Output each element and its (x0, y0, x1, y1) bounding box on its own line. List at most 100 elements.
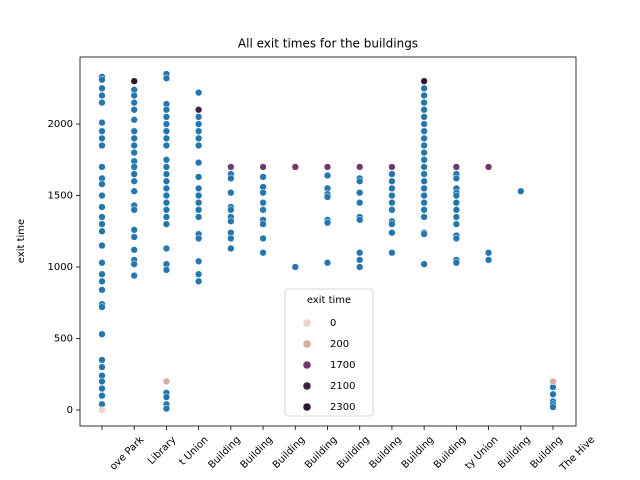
x-tick-label: Building (335, 434, 371, 470)
data-point (420, 148, 428, 157)
data-point (130, 98, 138, 107)
legend-label: 2300 (330, 402, 355, 413)
x-tick-label: Building (400, 434, 436, 470)
data-point (98, 84, 106, 92)
data-point (291, 163, 299, 171)
data-point (98, 163, 106, 171)
data-point (130, 233, 138, 241)
data-point (98, 277, 106, 285)
data-point (388, 220, 396, 228)
data-point (162, 404, 171, 413)
data-point (388, 170, 396, 178)
data-point (259, 206, 267, 214)
x-tick-label: Building (239, 434, 275, 470)
data-point (98, 213, 106, 221)
data-point (259, 234, 267, 243)
data-point (130, 271, 138, 280)
data-point (194, 199, 203, 207)
data-point (420, 127, 428, 135)
data-point (162, 244, 171, 253)
data-point (388, 199, 396, 207)
data-point (549, 377, 557, 386)
data-point (420, 156, 428, 164)
data-point (549, 390, 557, 398)
legend-marker (302, 318, 312, 328)
data-point (227, 206, 235, 214)
data-point (98, 227, 106, 235)
data-point (194, 270, 203, 278)
y-tick-label: 1000 (48, 262, 73, 273)
data-point (194, 127, 203, 135)
data-point (162, 106, 171, 114)
data-point (194, 159, 203, 167)
data-point (452, 259, 461, 267)
data-point (227, 244, 235, 253)
x-tick-label: Building (432, 434, 468, 470)
plot-frame (79, 56, 577, 427)
legend-label: 0 (330, 318, 336, 329)
x-tick-label: Library (146, 434, 179, 467)
data-point (194, 134, 203, 142)
data-point (130, 163, 138, 171)
data-point (162, 163, 171, 171)
data-point (98, 356, 106, 364)
x-tick-label: Building (367, 434, 403, 470)
data-point (162, 377, 171, 386)
data-point (420, 191, 428, 200)
data-point (388, 249, 396, 257)
x-tick-label: The Hive (558, 434, 598, 474)
data-point (420, 184, 428, 193)
data-point (452, 163, 461, 171)
x-tick-label: Building (496, 434, 532, 470)
data-point (162, 177, 171, 185)
data-point (130, 260, 138, 268)
y-axis-label: exit time (16, 219, 27, 263)
data-point (194, 206, 203, 214)
data-point (420, 230, 428, 238)
data-point (162, 74, 171, 82)
data-point (130, 134, 138, 142)
data-point (130, 177, 138, 185)
data-point (259, 199, 267, 207)
data-point (420, 141, 428, 150)
data-point (259, 189, 267, 197)
data-point (227, 234, 235, 243)
data-point (98, 377, 106, 386)
data-point (356, 177, 364, 185)
data-point (356, 189, 364, 197)
data-point (227, 174, 235, 183)
data-point (98, 141, 106, 150)
data-point (130, 106, 138, 114)
data-point (323, 219, 332, 227)
data-point (194, 113, 203, 121)
data-point (98, 286, 106, 294)
data-point (98, 270, 106, 278)
data-point (98, 241, 106, 250)
data-point (323, 163, 332, 171)
y-tick-label: 1500 (48, 191, 73, 202)
data-point (98, 220, 106, 228)
data-point (130, 170, 138, 178)
data-point (162, 184, 171, 193)
data-point (162, 220, 171, 228)
y-tick-label: 2000 (48, 119, 73, 130)
data-point (356, 163, 364, 171)
data-point (130, 141, 138, 150)
data-point (420, 106, 428, 114)
data-point (130, 187, 138, 195)
data-point (98, 98, 106, 107)
data-point (420, 91, 428, 100)
x-tick-label: ty Union (463, 434, 500, 471)
data-point (194, 277, 203, 285)
data-point (162, 170, 171, 178)
data-point (452, 191, 461, 200)
data-point (130, 226, 138, 234)
data-point (388, 177, 396, 185)
data-point (194, 191, 203, 200)
data-point (130, 206, 138, 214)
data-point (356, 199, 364, 207)
legend-marker (302, 360, 312, 370)
data-point (259, 220, 267, 228)
data-point (98, 127, 106, 135)
data-point (452, 213, 461, 221)
